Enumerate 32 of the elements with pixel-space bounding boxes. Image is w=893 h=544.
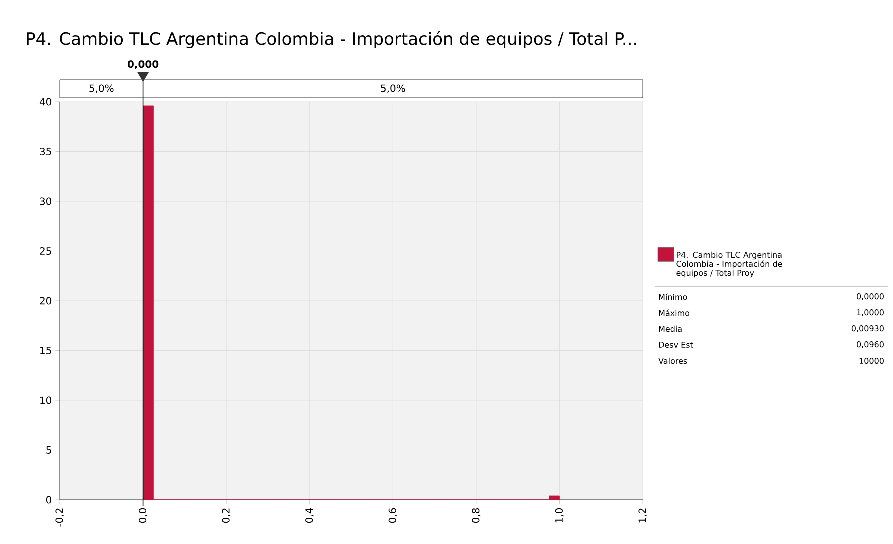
y-tick-label: 25 <box>40 247 52 256</box>
text: 5,0% <box>90 84 114 94</box>
y-tick-label: 10 <box>40 396 52 404</box>
x-tick-label: 1,2 <box>638 508 648 523</box>
x-tick-label: 0,0 <box>138 508 148 524</box>
y-tick-label: 40 <box>40 98 52 106</box>
text: 0,00930 <box>852 326 884 332</box>
y-tick-label: 0 <box>46 496 52 504</box>
text: Desv Est <box>659 342 694 348</box>
y-tick-label: 30 <box>40 198 52 206</box>
x-tick-label: 0,8 <box>472 508 481 524</box>
x-tick-label: 0,6 <box>388 508 398 524</box>
text: 10000 <box>860 358 884 364</box>
x-tick-label: -0,2 <box>56 508 64 527</box>
x-tick-label: 0,2 <box>222 508 231 524</box>
chart-title: P4. Cambio TLC Argentina Colombia - Importación de equipos / Total P... <box>27 31 636 49</box>
x-tick-label: 1,0 <box>555 508 564 523</box>
y-tick-label: 5 <box>46 446 52 454</box>
legend-label: P4. Cambio TLC Argentina Colombia - Importación de equipos / Total Proy <box>676 252 782 278</box>
text: Mínimo <box>659 294 688 300</box>
text: 1,0000 <box>857 310 884 316</box>
y-tick-label: 15 <box>40 347 52 354</box>
text: Media <box>659 326 682 332</box>
ref-line-label: 0,000 <box>128 60 159 70</box>
text: 0,0000 <box>857 294 884 300</box>
y-tick-label: 20 <box>40 297 52 305</box>
text: 5,0% <box>381 84 406 94</box>
text: Valores <box>658 358 688 364</box>
text: Máximo <box>659 310 690 316</box>
y-tick-label: 35 <box>40 148 52 156</box>
text: 0,0960 <box>857 342 884 348</box>
x-tick-label: 0,4 <box>306 508 314 524</box>
